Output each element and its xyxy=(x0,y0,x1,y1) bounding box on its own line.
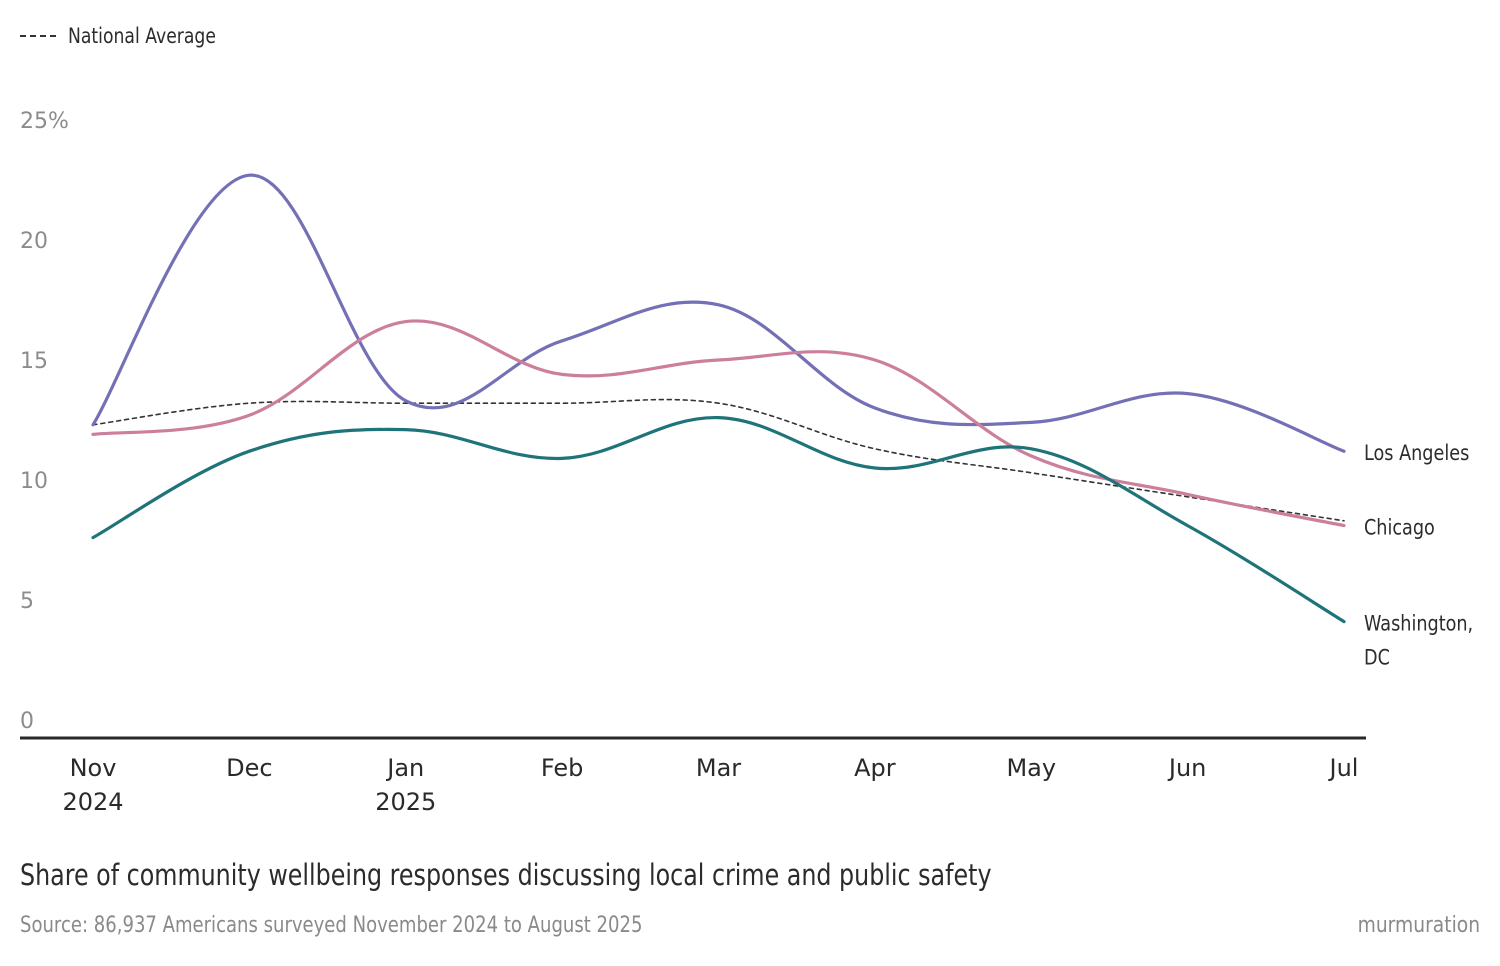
series-line-national-average xyxy=(92,398,1345,522)
x-tick-label: Feb xyxy=(541,754,584,782)
legend-label-national-average: National Average xyxy=(68,24,216,48)
series-line-los-angeles xyxy=(91,173,1346,453)
source-note: Source: 86,937 Americans surveyed Novemb… xyxy=(20,913,643,938)
y-axis-ticks: 0 5 10 15 20 25% xyxy=(20,109,69,734)
x-tick-label: Jan xyxy=(385,754,424,782)
y-tick-label: 25% xyxy=(20,109,69,134)
x-tick-year-label: 2024 xyxy=(62,788,123,816)
legend: National Average xyxy=(20,24,248,48)
x-tick-label: Dec xyxy=(226,754,272,782)
brand-logo-text: murmuration xyxy=(1357,913,1480,938)
series-line-chicago xyxy=(91,319,1346,528)
x-tick-label: Apr xyxy=(854,754,896,782)
y-tick-label: 0 xyxy=(20,709,34,734)
series-label-los-angeles: Los Angeles xyxy=(1364,441,1469,466)
series-label-washington-dc: Washington, DC xyxy=(1364,611,1473,670)
x-tick-label: Nov xyxy=(70,754,117,782)
line-chart: 0 5 10 15 20 25% Nov 2024 Dec Jan 2025 Feb Mar Apr Ma… xyxy=(20,109,1473,816)
y-tick-label: 5 xyxy=(20,589,34,614)
series-label-chicago: Chicago xyxy=(1364,515,1435,540)
x-tick-label: Jul xyxy=(1328,754,1359,782)
y-tick-label: 20 xyxy=(20,229,48,254)
y-tick-label: 15 xyxy=(20,349,48,374)
series-lines xyxy=(91,173,1346,624)
y-tick-label: 10 xyxy=(20,469,48,494)
x-tick-label: Mar xyxy=(696,754,741,782)
series-line-washington-dc xyxy=(91,415,1346,624)
series-end-labels: Los Angeles Chicago Washington, DC xyxy=(1364,441,1473,670)
x-axis-ticks: Nov 2024 Dec Jan 2025 Feb Mar Apr May Jun Jul xyxy=(62,754,1358,816)
dashed-line-legend-swatch xyxy=(20,35,56,37)
chart-title: Share of community wellbeing responses d… xyxy=(20,858,992,892)
x-tick-year-label: 2025 xyxy=(375,788,436,816)
x-tick-label: Jun xyxy=(1167,754,1207,782)
x-tick-label: May xyxy=(1006,754,1056,782)
